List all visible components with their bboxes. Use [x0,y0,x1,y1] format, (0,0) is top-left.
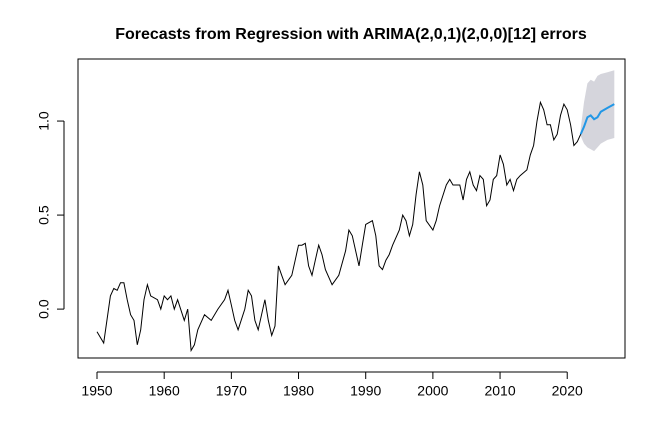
series-line [96,100,582,353]
x-tick-label: 1950 [81,383,112,399]
y-tick-label: 1.0 [36,111,52,131]
x-tick-label: 2020 [552,383,583,399]
chart-title: Forecasts from Regression with ARIMA(2,0… [115,26,587,43]
y-tick-label: 0.5 [36,205,52,225]
y-tick-label: 0.0 [36,299,52,319]
x-tick-label: 1970 [216,383,247,399]
plot-frame [77,58,626,359]
x-tick-label: 1990 [350,383,381,399]
x-tick-label: 1980 [283,383,314,399]
x-tick-label: 2010 [484,383,515,399]
x-tick-label: 1960 [149,383,180,399]
x-tick-label: 2000 [417,383,448,399]
prediction-band [580,70,615,152]
forecast-line [579,103,615,135]
